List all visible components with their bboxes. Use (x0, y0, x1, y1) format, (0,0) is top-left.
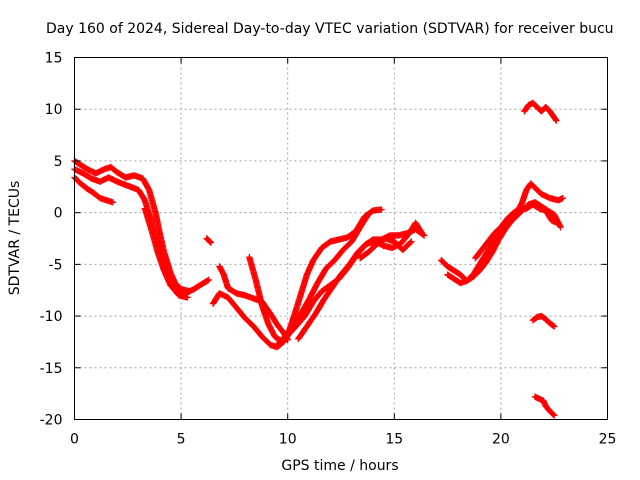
data-point (378, 206, 385, 213)
data-point (549, 322, 557, 329)
y-tick-label: -10 (40, 309, 63, 325)
chart-title: Day 160 of 2024, Sidereal Day-to-day VTE… (46, 21, 614, 37)
series-track-14 (472, 201, 562, 262)
series-track-17 (531, 393, 558, 419)
series-track-4 (141, 205, 191, 301)
data-point (559, 194, 566, 202)
data-layer (71, 99, 566, 419)
y-tick-label: -20 (40, 413, 63, 429)
x-tick-label: 25 (599, 432, 617, 448)
data-point (206, 238, 214, 246)
data-point (418, 230, 426, 237)
data-point (184, 294, 191, 301)
series-track-5 (203, 235, 215, 246)
data-point (205, 276, 213, 284)
data-point (207, 239, 215, 246)
data-point (557, 223, 564, 231)
tick-layer: 0 5 10 15 20 25 -20 -15 -10 -5 0 5 10 15 (40, 51, 617, 448)
x-tick-label: 20 (492, 432, 510, 448)
data-point (109, 199, 117, 206)
data-point (552, 116, 559, 123)
y-tick-label: 10 (45, 102, 63, 118)
data-point (555, 219, 562, 227)
series-track-16 (529, 312, 558, 330)
y-tick-label: -5 (49, 257, 63, 273)
series-track-11 (356, 235, 415, 262)
series-track-2 (71, 174, 117, 206)
data-point (186, 288, 193, 295)
series-track-15 (521, 99, 560, 124)
series-track-8 (246, 206, 385, 345)
series-track-10 (295, 219, 426, 343)
data-point (553, 117, 560, 124)
x-tick-label: 15 (385, 432, 403, 448)
data-point (551, 323, 558, 330)
x-axis-label: GPS time / hours (281, 458, 398, 474)
data-point (551, 412, 558, 419)
y-axis-label: SDTVAR / TECUs (7, 181, 23, 296)
x-tick-label: 5 (177, 432, 186, 448)
data-point (407, 239, 414, 246)
y-tick-label: 5 (54, 154, 63, 170)
data-point (418, 228, 425, 236)
data-point (408, 238, 415, 245)
grid-layer (74, 57, 608, 420)
data-point (550, 411, 557, 418)
x-tick-label: 0 (70, 432, 79, 448)
plot-frame (74, 57, 608, 420)
y-tick-label: 15 (45, 51, 63, 67)
x-tick-label: 10 (279, 432, 297, 448)
y-tick-label: 0 (54, 206, 63, 222)
y-tick-label: -15 (40, 361, 63, 377)
